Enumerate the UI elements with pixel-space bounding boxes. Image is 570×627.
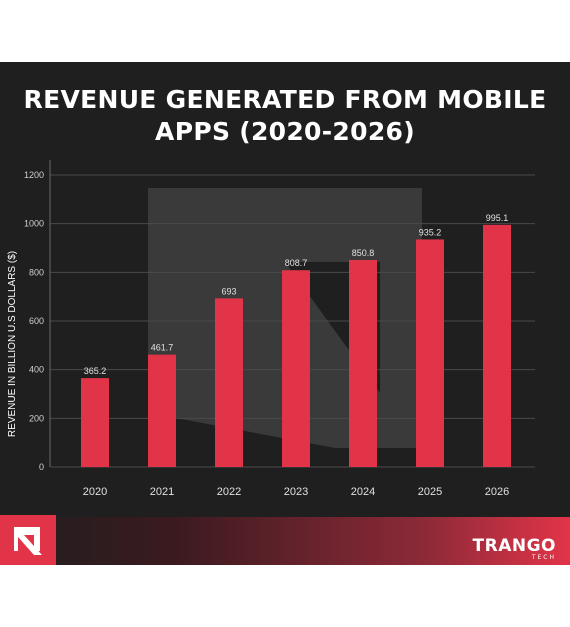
data-labels: 365.2 461.7 693 808.7 850.8 935.2 995.1 [84, 213, 509, 376]
x-tick-label-2020: 2020 [83, 486, 107, 498]
bar-2020 [81, 378, 109, 467]
data-label-2024: 850.8 [352, 248, 375, 258]
data-label-2026: 995.1 [486, 213, 509, 223]
bar-2026 [483, 224, 511, 467]
y-tick-label: 1000 [24, 219, 44, 229]
brand-logo: TRANGO TECH [473, 536, 556, 561]
brand-sub: TECH [531, 554, 556, 561]
x-tick-label-2024: 2024 [351, 486, 375, 498]
chart-title-line-1: REVENUE GENERATED FROM MOBILE [23, 85, 547, 114]
bar-2021 [148, 354, 176, 467]
bar-2023 [282, 270, 310, 467]
data-label-2023: 808.7 [285, 258, 308, 268]
y-tick-label: 400 [29, 365, 44, 375]
chart-card: REVENUE GENERATED FROM MOBILE APPS (2020… [0, 62, 570, 565]
data-label-2021: 461.7 [151, 343, 174, 353]
x-tick-label-2026: 2026 [485, 486, 509, 498]
y-tick-labels: 0 200 400 600 800 1000 1200 [24, 170, 44, 472]
y-tick-label: 800 [29, 267, 44, 277]
x-tick-labels: 2020 2021 2022 2023 2024 2025 2026 [83, 486, 509, 498]
x-tick-label-2021: 2021 [150, 486, 174, 498]
bar-2025 [416, 239, 444, 467]
x-tick-label-2023: 2023 [284, 486, 308, 498]
y-tick-label: 600 [29, 316, 44, 326]
chart-title: REVENUE GENERATED FROM MOBILE APPS (2020… [0, 84, 570, 148]
bars [81, 224, 511, 467]
y-tick-label: 1200 [24, 170, 44, 180]
arrow-logo-icon [14, 527, 42, 555]
x-tick-label-2022: 2022 [217, 486, 241, 498]
logo-box [0, 515, 56, 565]
data-label-2025: 935.2 [419, 227, 442, 237]
brand-name: TRANGO [472, 536, 556, 556]
footer-bar [0, 517, 570, 565]
data-label-2020: 365.2 [84, 366, 107, 376]
bar-2022 [215, 298, 243, 467]
data-label-2022: 693 [221, 286, 236, 296]
chart-title-line-2: APPS (2020-2026) [155, 117, 415, 146]
x-tick-label-2025: 2025 [418, 486, 442, 498]
y-tick-label: 0 [39, 462, 44, 472]
bar-2024 [349, 259, 377, 467]
y-tick-label: 200 [29, 413, 44, 423]
y-axis-label: REVENUE IN BILLION U.S DOLLARS ($) [7, 251, 18, 437]
